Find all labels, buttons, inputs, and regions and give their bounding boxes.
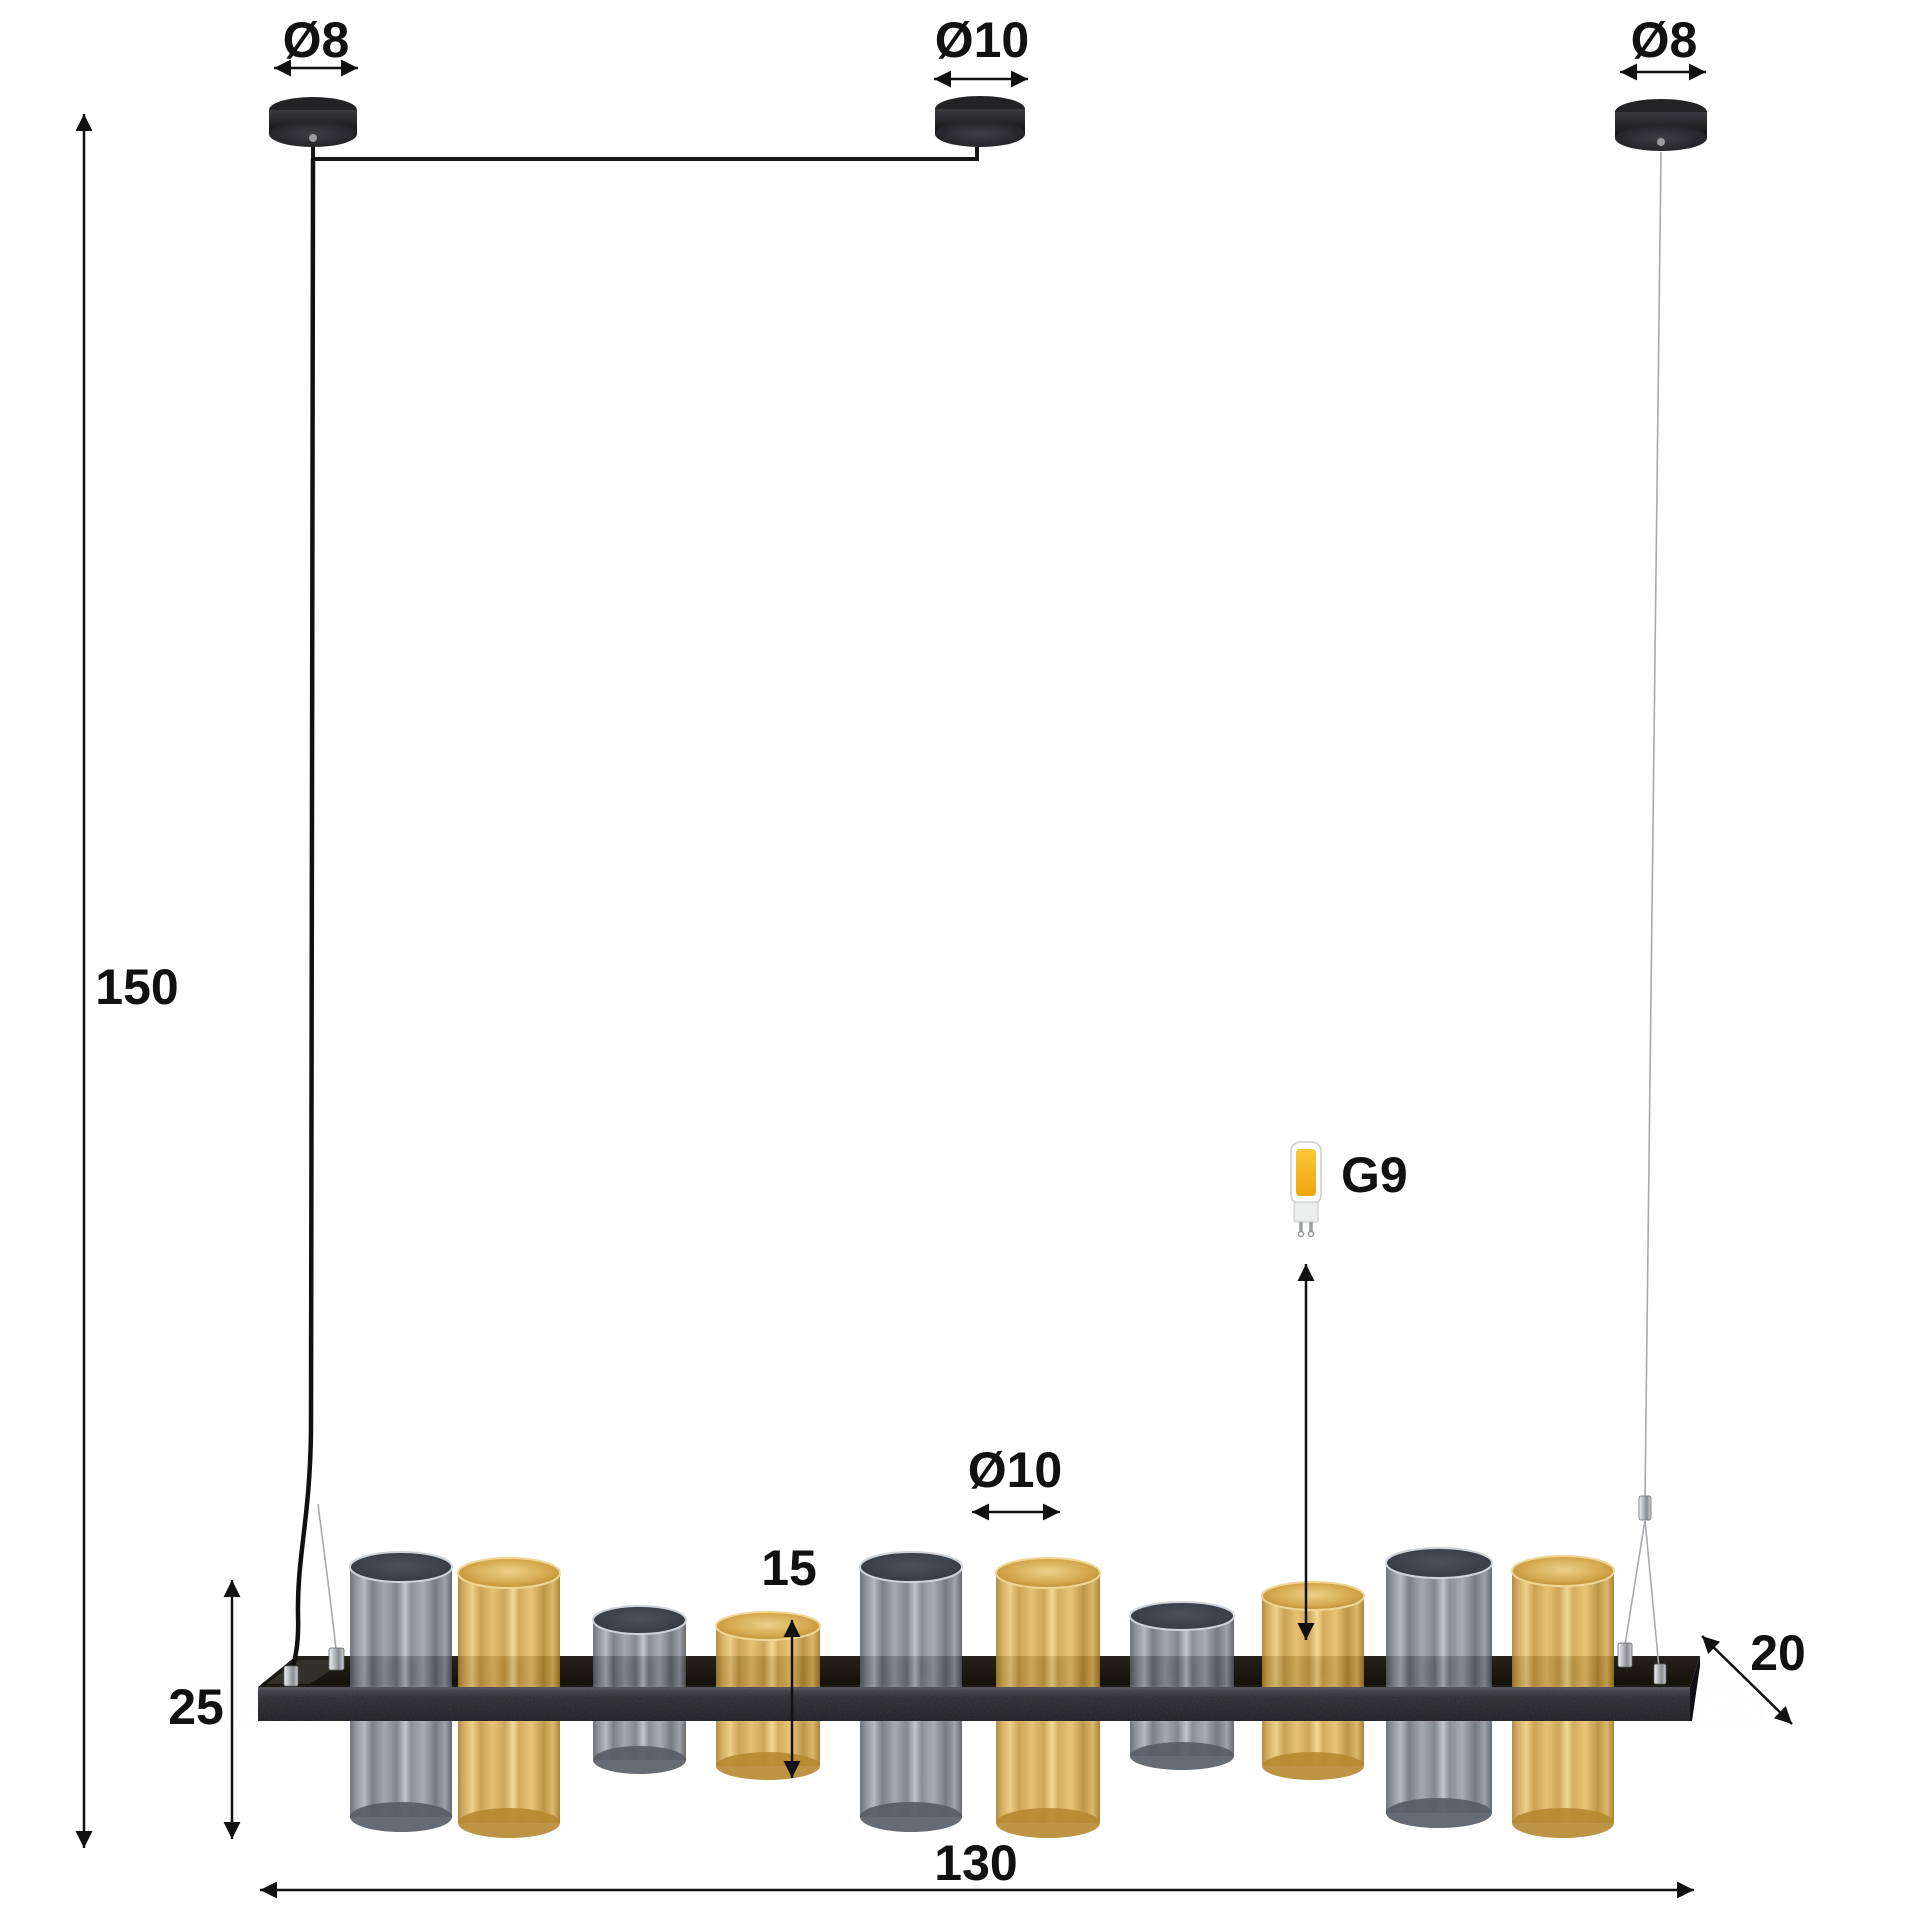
lamp-fixture xyxy=(258,157,1700,1838)
power-cord-left xyxy=(290,157,316,1671)
ceiling-canopy-middle xyxy=(935,96,1025,147)
horizontal-rod xyxy=(311,146,979,161)
dim-label-shade-height: 15 xyxy=(761,1540,817,1596)
suspension-wire-right xyxy=(1644,151,1662,1499)
ceiling-canopy-left xyxy=(269,97,357,147)
dim-label-fixture-depth: 20 xyxy=(1750,1625,1806,1681)
frame-right-end xyxy=(1690,1656,1700,1721)
canopy-screw xyxy=(1657,138,1665,146)
wire-splitter-fitting xyxy=(1638,1495,1652,1521)
cord-fitting-left xyxy=(283,1665,299,1687)
dim-label-shade-diameter: Ø10 xyxy=(968,1442,1063,1498)
frame-speckle-texture xyxy=(258,1687,1690,1721)
glass-shade-8-amber-short xyxy=(1261,1581,1365,1780)
ceiling-canopy-right xyxy=(1615,99,1707,151)
wire-fitting-right-b xyxy=(1653,1663,1667,1685)
wire-fitting-left xyxy=(328,1647,345,1671)
dim-label-bulb-socket: G9 xyxy=(1341,1147,1408,1203)
bulb-pin-loop-right xyxy=(1307,1230,1315,1238)
bulb-pin-loop-left xyxy=(1297,1230,1305,1238)
dimension-annotations: Ø8 Ø10 Ø8 150 25 15 Ø10 G9 20 130 xyxy=(75,12,1806,1899)
dim-label-fixture-width: 130 xyxy=(934,1835,1017,1891)
suspension-wire-left xyxy=(317,1503,337,1651)
dim-label-canopy-right: Ø8 xyxy=(1631,12,1698,68)
dim-label-canopy-middle: Ø10 xyxy=(935,12,1030,68)
suspension-wires-right xyxy=(1624,1519,1660,1669)
canopy-bottom xyxy=(935,121,1025,147)
g9-bulb-icon xyxy=(1290,1141,1322,1238)
wire-fitting-right-a xyxy=(1617,1642,1633,1668)
dim-label-canopy-left: Ø8 xyxy=(283,12,350,68)
dim-label-fixture-height: 25 xyxy=(168,1679,224,1735)
dim-arrow-fixture-depth xyxy=(1701,1635,1793,1725)
dim-label-suspension-height: 150 xyxy=(95,959,178,1015)
glass-shade-7-smoke-short xyxy=(1129,1601,1235,1770)
canopy-screw xyxy=(309,134,317,142)
ceiling-canopies xyxy=(269,96,1707,1521)
bulb-led xyxy=(1296,1149,1316,1196)
bulb-base xyxy=(1293,1201,1319,1223)
